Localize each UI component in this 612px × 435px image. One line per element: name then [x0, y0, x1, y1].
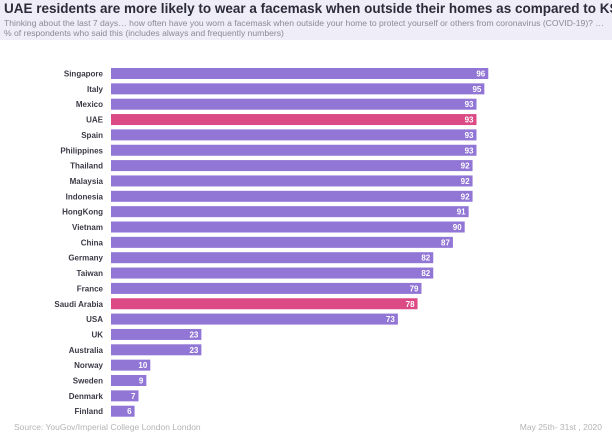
bar-thailand: [111, 160, 473, 172]
value-label: 93: [465, 100, 474, 109]
source-note: Source: YouGov/Imperial College London L…: [14, 422, 201, 432]
category-label: Thailand: [70, 162, 103, 171]
value-label: 9: [139, 377, 144, 386]
bar-sweden: [111, 375, 147, 386]
bar-malaysia: [111, 175, 473, 187]
category-label: Mexico: [76, 100, 103, 109]
value-label: 73: [386, 315, 395, 324]
bar-indonesia: [111, 190, 473, 202]
value-label: 92: [461, 162, 470, 171]
value-label: 92: [461, 177, 470, 186]
bar-hongkong: [111, 206, 469, 218]
chart-subtitle: Thinking about the last 7 days… how ofte…: [4, 18, 604, 38]
category-label: UAE: [86, 116, 104, 125]
bar-germany: [111, 252, 434, 264]
value-label: 82: [421, 269, 430, 278]
category-label: UK: [91, 330, 103, 339]
chart-title: UAE residents are more likely to wear a …: [4, 1, 612, 16]
category-label: Indonesia: [66, 192, 104, 201]
category-label: Taiwan: [76, 269, 103, 278]
value-label: 87: [441, 238, 450, 247]
value-label: 82: [421, 254, 430, 263]
value-label: 78: [406, 300, 415, 309]
bar-uae: [111, 114, 477, 126]
bar-australia: [111, 344, 202, 356]
date-note: May 25th- 31st , 2020: [519, 422, 602, 432]
category-label: China: [81, 238, 104, 247]
value-label: 92: [461, 192, 470, 201]
category-label: Finland: [75, 407, 104, 416]
bar-philippines: [111, 144, 477, 156]
value-label: 79: [410, 284, 419, 293]
value-label: 93: [465, 146, 474, 155]
category-label: Philippines: [60, 146, 103, 155]
category-label: Spain: [81, 131, 103, 140]
category-label: Sweden: [73, 377, 103, 386]
category-label: Australia: [69, 346, 104, 355]
value-label: 23: [189, 346, 198, 355]
value-label: 95: [472, 85, 481, 94]
category-label: Singapore: [64, 70, 104, 79]
bar-mexico: [111, 98, 477, 110]
category-label: HongKong: [62, 208, 103, 217]
category-label: Vietnam: [72, 223, 103, 232]
value-label: 7: [131, 392, 136, 401]
bar-france: [111, 282, 422, 294]
value-label: 96: [476, 70, 485, 79]
bar-norway: [111, 359, 151, 371]
value-label: 6: [127, 407, 132, 416]
bar-saudi-arabia: [111, 298, 418, 310]
bar-denmark: [111, 390, 139, 402]
bar-uk: [111, 328, 202, 340]
header-band: UAE residents are more likely to wear a …: [0, 0, 612, 40]
bar-spain: [111, 129, 477, 141]
bar-china: [111, 236, 453, 248]
bar-singapore: [111, 68, 489, 79]
bar-taiwan: [111, 267, 434, 279]
bar-vietnam: [111, 221, 465, 233]
category-label: USA: [86, 315, 103, 324]
bar-italy: [111, 83, 485, 95]
category-label: Malaysia: [70, 177, 104, 186]
category-label: Norway: [74, 361, 103, 370]
value-label: 23: [189, 330, 198, 339]
bar-finland: [111, 405, 135, 417]
value-label: 10: [138, 361, 147, 370]
category-label: Saudi Arabia: [54, 300, 103, 309]
value-label: 90: [453, 223, 462, 232]
category-label: France: [77, 284, 104, 293]
value-label: 93: [465, 131, 474, 140]
value-label: 93: [465, 116, 474, 125]
value-label: 91: [457, 208, 466, 217]
category-label: Germany: [68, 254, 103, 263]
category-label: Italy: [87, 85, 104, 94]
bar-usa: [111, 313, 398, 325]
category-label: Denmark: [69, 392, 104, 401]
